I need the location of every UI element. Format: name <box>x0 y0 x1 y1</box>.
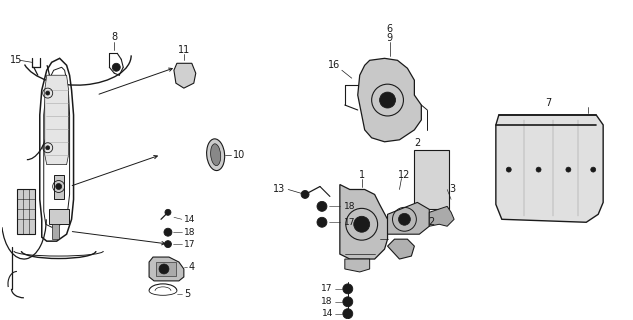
Circle shape <box>165 209 171 215</box>
Text: 14: 14 <box>322 309 333 318</box>
Polygon shape <box>387 203 429 234</box>
Text: 3: 3 <box>449 185 455 195</box>
Polygon shape <box>156 262 176 276</box>
Circle shape <box>301 190 309 198</box>
Polygon shape <box>174 63 196 88</box>
Circle shape <box>506 167 511 172</box>
Circle shape <box>343 297 353 307</box>
Text: 12: 12 <box>398 170 411 180</box>
Circle shape <box>354 216 370 232</box>
Polygon shape <box>52 224 59 239</box>
Text: 7: 7 <box>546 98 551 108</box>
Polygon shape <box>17 189 35 234</box>
Circle shape <box>566 167 571 172</box>
Text: 6: 6 <box>387 23 392 34</box>
Polygon shape <box>345 259 370 272</box>
Circle shape <box>112 63 120 71</box>
Text: 16: 16 <box>328 60 340 70</box>
Circle shape <box>343 284 353 294</box>
Circle shape <box>536 167 541 172</box>
Circle shape <box>591 167 596 172</box>
Circle shape <box>164 228 172 236</box>
Circle shape <box>159 264 169 274</box>
Circle shape <box>317 217 327 227</box>
Text: 4: 4 <box>189 262 195 272</box>
Polygon shape <box>49 209 68 224</box>
Polygon shape <box>45 75 68 165</box>
Text: 18: 18 <box>344 202 355 211</box>
Circle shape <box>343 309 353 319</box>
Text: 18: 18 <box>322 297 333 306</box>
Text: 10: 10 <box>232 150 245 160</box>
Text: 17: 17 <box>322 284 333 293</box>
Text: 2: 2 <box>428 217 434 227</box>
Text: 15: 15 <box>10 55 22 65</box>
Polygon shape <box>429 206 454 226</box>
Polygon shape <box>387 239 415 259</box>
Text: 9: 9 <box>387 34 392 44</box>
Polygon shape <box>358 58 422 142</box>
Polygon shape <box>496 115 603 222</box>
Text: 2: 2 <box>415 138 420 148</box>
Text: 5: 5 <box>184 289 190 299</box>
Ellipse shape <box>180 65 190 81</box>
Circle shape <box>56 184 61 189</box>
Polygon shape <box>149 257 184 281</box>
Circle shape <box>399 213 410 225</box>
Text: 18: 18 <box>184 228 196 237</box>
Circle shape <box>46 146 50 150</box>
Text: 1: 1 <box>359 170 365 180</box>
Text: 8: 8 <box>111 32 117 43</box>
Ellipse shape <box>206 139 225 171</box>
Circle shape <box>165 241 172 248</box>
Circle shape <box>317 201 327 211</box>
Polygon shape <box>340 185 387 259</box>
Text: 14: 14 <box>184 215 195 224</box>
Circle shape <box>46 91 50 95</box>
Polygon shape <box>415 150 449 209</box>
Text: 17: 17 <box>344 218 355 227</box>
Ellipse shape <box>211 144 221 166</box>
Text: 11: 11 <box>178 45 190 55</box>
Polygon shape <box>54 175 64 199</box>
Text: 13: 13 <box>273 185 285 195</box>
Circle shape <box>380 92 396 108</box>
Text: 17: 17 <box>184 240 196 249</box>
